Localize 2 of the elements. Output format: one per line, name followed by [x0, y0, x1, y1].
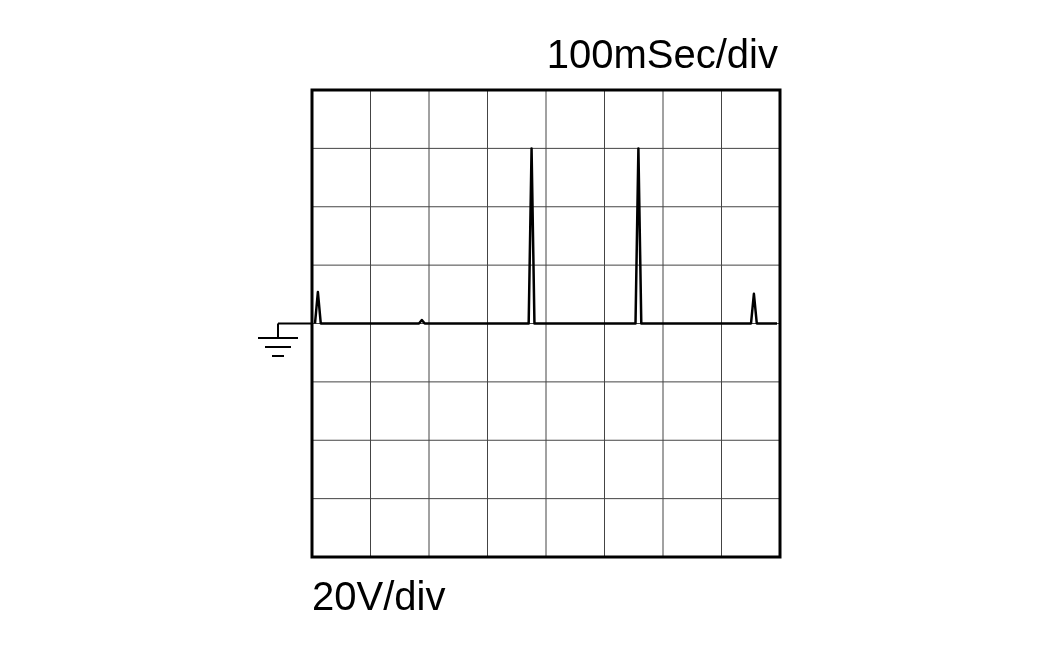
text: 100mSec/div — [546, 32, 778, 76]
text: 20V/div — [312, 574, 446, 618]
